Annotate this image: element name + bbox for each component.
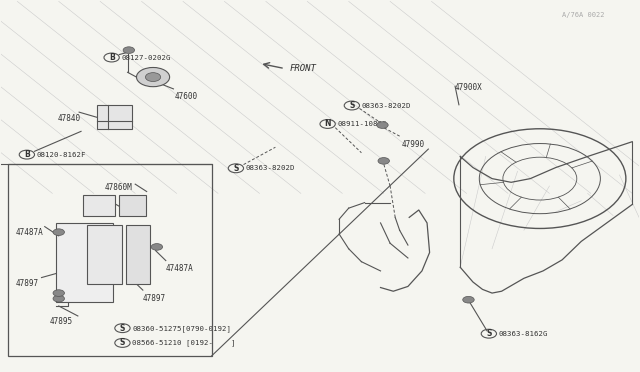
Text: S: S xyxy=(349,101,355,110)
Text: 08566-51210 [0192-    ]: 08566-51210 [0192- ] xyxy=(132,340,236,346)
Text: B: B xyxy=(24,150,29,159)
Text: 47487A: 47487A xyxy=(166,264,193,273)
Text: 47990: 47990 xyxy=(401,140,425,149)
Text: 47840: 47840 xyxy=(58,114,81,123)
Text: 47895: 47895 xyxy=(49,317,72,326)
Text: 08363-8202D: 08363-8202D xyxy=(362,103,411,109)
Bar xyxy=(8,164,212,356)
Text: S: S xyxy=(486,329,492,338)
Text: 47487A: 47487A xyxy=(15,228,43,237)
Text: FRONT: FRONT xyxy=(289,64,316,73)
Circle shape xyxy=(53,229,65,235)
Circle shape xyxy=(53,290,65,296)
Text: 08120-8162F: 08120-8162F xyxy=(36,152,86,158)
Bar xyxy=(126,225,150,284)
Text: B: B xyxy=(109,53,115,62)
Circle shape xyxy=(53,295,65,302)
Text: 47897: 47897 xyxy=(15,279,38,288)
Text: 08911-1082G: 08911-1082G xyxy=(337,121,387,127)
Text: S: S xyxy=(120,324,125,333)
Bar xyxy=(119,195,146,215)
Circle shape xyxy=(463,296,474,303)
Text: 47897: 47897 xyxy=(143,294,166,303)
Text: S: S xyxy=(120,339,125,347)
Text: S: S xyxy=(233,164,239,173)
Text: 47850: 47850 xyxy=(88,199,111,208)
Text: 08127-0202G: 08127-0202G xyxy=(121,55,171,61)
Circle shape xyxy=(377,122,388,128)
Text: 08360-51275[0790-0192]: 08360-51275[0790-0192] xyxy=(132,325,231,331)
Text: A/76A 0022: A/76A 0022 xyxy=(562,13,605,19)
Bar xyxy=(88,225,122,284)
Circle shape xyxy=(136,67,170,87)
Bar xyxy=(83,195,115,215)
Circle shape xyxy=(145,73,161,81)
Text: 08363-8202D: 08363-8202D xyxy=(246,165,295,171)
Bar xyxy=(56,223,113,302)
Bar xyxy=(97,105,132,129)
Text: 47600: 47600 xyxy=(175,92,198,101)
Circle shape xyxy=(151,244,163,250)
Text: 08363-8162G: 08363-8162G xyxy=(499,331,548,337)
Text: 47860M: 47860M xyxy=(104,183,132,192)
Text: N: N xyxy=(324,119,331,128)
Circle shape xyxy=(378,158,390,164)
Circle shape xyxy=(123,47,134,54)
Text: 47900X: 47900X xyxy=(455,83,483,92)
